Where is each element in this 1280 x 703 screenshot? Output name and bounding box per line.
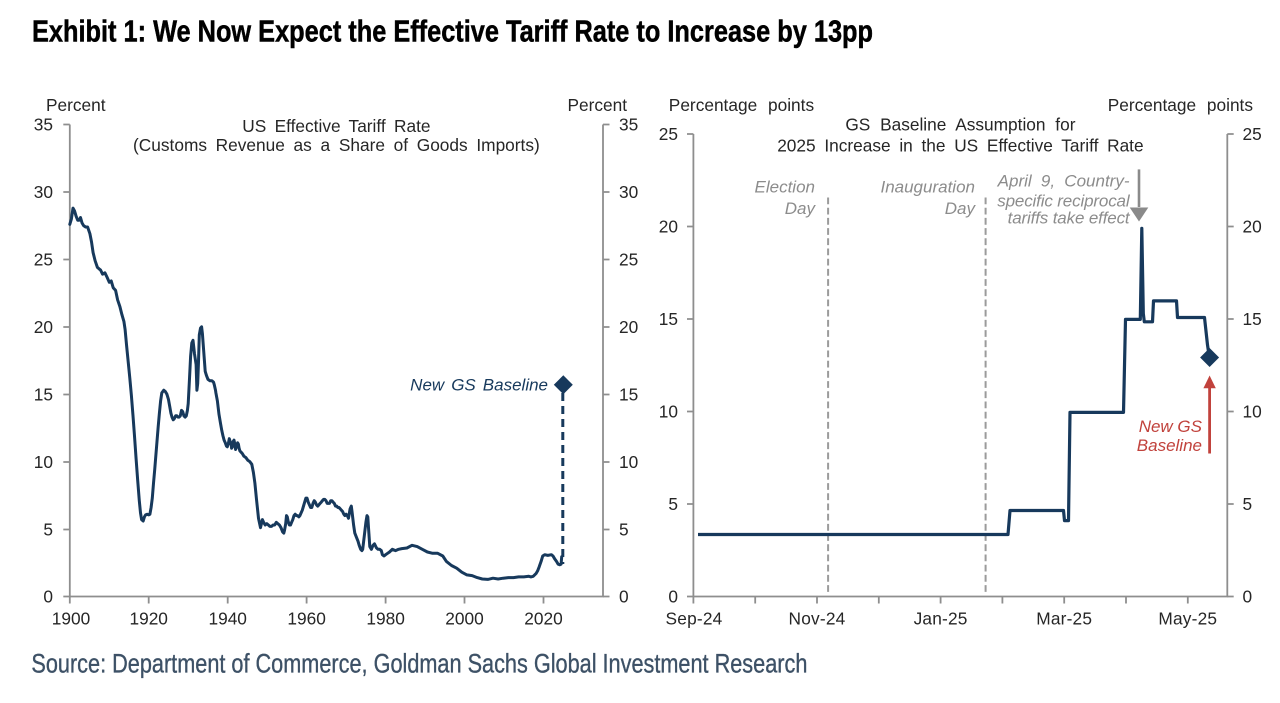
svg-text:May-25: May-25 [1158, 609, 1217, 629]
svg-text:15: 15 [34, 385, 53, 405]
svg-text:specific reciprocal: specific reciprocal [997, 192, 1131, 211]
svg-text:5: 5 [619, 520, 629, 540]
svg-text:Percent: Percent [46, 95, 106, 115]
svg-text:Percent: Percent [568, 95, 628, 115]
svg-text:5: 5 [1243, 494, 1253, 514]
svg-text:Sep-24: Sep-24 [666, 609, 723, 629]
svg-text:20: 20 [1243, 217, 1262, 237]
svg-text:Jan-25: Jan-25 [914, 609, 968, 629]
svg-text:15: 15 [619, 385, 638, 405]
svg-text:0: 0 [668, 587, 678, 607]
svg-text:1980: 1980 [366, 609, 404, 629]
svg-text:1900: 1900 [52, 609, 90, 629]
svg-text:25: 25 [659, 124, 678, 144]
svg-text:15: 15 [659, 309, 678, 329]
svg-text:20: 20 [659, 217, 678, 237]
svg-text:0: 0 [1243, 587, 1253, 607]
svg-text:Nov-24: Nov-24 [789, 609, 846, 629]
svg-text:20: 20 [34, 317, 53, 337]
svg-text:Day: Day [945, 199, 977, 218]
svg-text:Inauguration: Inauguration [880, 178, 975, 197]
svg-text:35: 35 [619, 115, 638, 135]
svg-text:GS Baseline Assumption for: GS Baseline Assumption for [845, 115, 1075, 135]
svg-text:April 9, Country-: April 9, Country- [997, 172, 1130, 191]
svg-text:Baseline: Baseline [1137, 436, 1202, 455]
svg-text:15: 15 [1243, 309, 1262, 329]
svg-text:0: 0 [619, 587, 629, 607]
svg-text:Percentage points: Percentage points [1108, 95, 1254, 115]
svg-text:10: 10 [619, 452, 638, 472]
svg-text:10: 10 [1243, 402, 1262, 422]
svg-text:5: 5 [668, 494, 678, 514]
svg-text:(Customs Revenue as a Share of: (Customs Revenue as a Share of Goods Imp… [133, 135, 540, 155]
svg-text:2000: 2000 [445, 609, 483, 629]
svg-text:New GS Baseline: New GS Baseline [410, 376, 548, 395]
svg-text:Exhibit 1: We Now Expect the E: Exhibit 1: We Now Expect the Effective T… [32, 14, 873, 49]
svg-text:2020: 2020 [524, 609, 562, 629]
svg-text:2025 Increase in the US Effect: 2025 Increase in the US Effective Tariff… [777, 136, 1143, 156]
svg-text:30: 30 [34, 182, 53, 202]
svg-text:Mar-25: Mar-25 [1036, 609, 1092, 629]
svg-text:New GS: New GS [1139, 417, 1203, 436]
svg-text:Percentage points: Percentage points [669, 95, 815, 115]
svg-text:10: 10 [34, 452, 53, 472]
svg-text:1960: 1960 [287, 609, 325, 629]
svg-text:Election: Election [755, 178, 815, 197]
svg-text:Day: Day [785, 199, 817, 218]
svg-text:25: 25 [619, 250, 638, 270]
svg-text:25: 25 [34, 250, 53, 270]
svg-text:30: 30 [619, 182, 638, 202]
svg-text:0: 0 [43, 587, 53, 607]
svg-text:10: 10 [659, 402, 678, 422]
svg-text:tariffs take effect: tariffs take effect [1008, 209, 1131, 228]
svg-text:20: 20 [619, 317, 638, 337]
svg-text:1920: 1920 [129, 609, 167, 629]
svg-text:1940: 1940 [208, 609, 246, 629]
svg-text:25: 25 [1243, 124, 1262, 144]
svg-text:Source: Department of Commerce: Source: Department of Commerce, Goldman … [31, 649, 807, 679]
svg-text:35: 35 [34, 115, 53, 135]
svg-text:5: 5 [43, 520, 53, 540]
svg-text:US Effective Tariff Rate: US Effective Tariff Rate [242, 116, 430, 136]
